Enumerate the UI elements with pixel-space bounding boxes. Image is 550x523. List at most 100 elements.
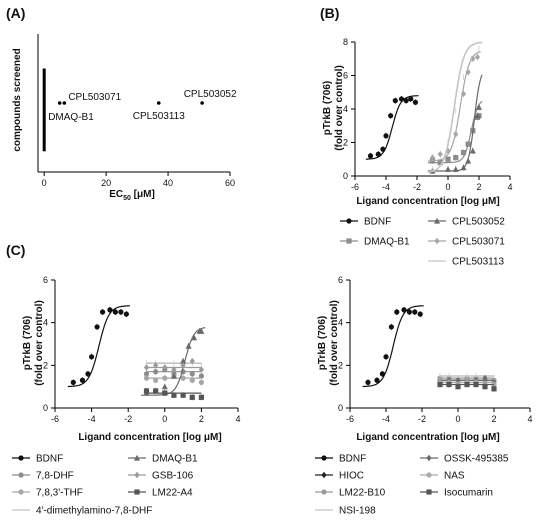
panel-b-cpl503071-point — [429, 154, 436, 161]
panel-b-bdnf-point — [380, 146, 386, 152]
panel-c-legend-dmaq-b1-label: DMAQ-B1 — [152, 454, 198, 465]
panel-d-isocumarin-point — [437, 381, 443, 388]
panel-c-7-8-dhf-point — [153, 369, 159, 375]
panel-c-bdnf-point — [99, 309, 106, 315]
panel-b-cpl503071-point — [460, 90, 467, 98]
panel-b-dmaq-b1-point — [445, 156, 451, 162]
panel-c-dmaq-b1-point — [185, 342, 192, 349]
panel-d-y-tick-label: 6 — [338, 275, 343, 285]
panel-b-cpl503071-point — [465, 68, 471, 76]
panel-a-point — [57, 101, 62, 105]
panel-c-legend-7-8-dhf-marker — [18, 472, 24, 478]
panel-b-legend-bdnf-marker — [346, 218, 352, 224]
panel-c-dmaq-b1-point — [170, 372, 177, 379]
panel-c-7-8-3-thf-point — [153, 377, 159, 383]
panel-a-xlabel: EC50 [μM] — [109, 189, 155, 202]
panel-c-lm22-a4-point — [143, 388, 150, 394]
panel-c-legend-7-8-dhf-label: 7,8-DHF — [36, 471, 74, 482]
panel-b-cpl503071-point — [437, 151, 443, 158]
panel-b-ylabel-line2: (fold over control) — [334, 65, 345, 151]
panel-c-7-8-3-thf-point — [180, 375, 186, 381]
panel-a-xlabel-main: EC — [109, 189, 123, 200]
panel-label-a: (A) — [6, 5, 25, 21]
panel-d-y-tick-label: 2 — [338, 360, 343, 370]
panel-b-x-tick-label: -6 — [351, 182, 359, 192]
panel-c-dmaq-b1-point — [161, 383, 168, 390]
panel-c-x-tick-label: -4 — [88, 414, 96, 424]
panel-c-7-8-dhf-point — [189, 371, 195, 377]
panel-c-7-8-dhf-point — [143, 371, 150, 377]
panel-c-gsb-106-point — [198, 366, 204, 373]
panel-d-isocumarin-point — [455, 384, 461, 390]
panel-d-bdnf-point — [388, 324, 394, 330]
panel-c-bdnf-point — [107, 307, 113, 313]
panel-b-xlabel: Ligand concentration [log μM] — [356, 196, 499, 207]
panel-a-x-tick-label: 0 — [42, 178, 47, 188]
panel-d-legend-hioc-marker — [321, 471, 327, 479]
panel-d-x-tick-label: -2 — [418, 414, 426, 424]
panel-a-point-label: CPL503071 — [68, 92, 121, 103]
panel-d-legend-bdnf-marker — [321, 455, 327, 461]
panel-c-gsb-106-point — [189, 357, 195, 365]
panel-c-bdnf-point — [123, 311, 129, 317]
panel-b-legend-dmaq-b1-marker — [346, 238, 352, 244]
panel-d-legend-nas-label: NAS — [444, 471, 465, 482]
panel-c-gsb-106-point — [180, 362, 186, 369]
panel-c-legend-lm22-a4-marker — [134, 489, 140, 495]
panel-b-cpl503052-point — [452, 166, 459, 172]
panel-d-x-tick-label: 2 — [491, 414, 496, 424]
panel-a-point — [200, 101, 204, 105]
panel-d-xlabel: Ligand concentration [log μM] — [356, 432, 499, 443]
panel-c-x-tick-label: -6 — [51, 414, 59, 424]
panel-b-bdnf-point — [408, 96, 414, 102]
panel-d-ylabel-line1: pTrkB (706) — [317, 316, 328, 370]
panel-b-legend-cpl503071-marker — [434, 237, 440, 245]
panel-b-legend-bdnf-label: BDNF — [364, 217, 391, 228]
panel-b-y-tick-label: 2 — [343, 138, 348, 148]
panel-d-x-tick-label: -4 — [382, 414, 390, 424]
panel-d-y-tick-label: 4 — [338, 318, 343, 328]
panel-b-cpl503071-point — [474, 53, 481, 61]
panel-c-y-tick-label: 0 — [43, 403, 48, 413]
panel-c-7-8-3-thf-point — [198, 379, 204, 385]
panel-c-bdnf-point — [79, 377, 86, 383]
panel-d-isocumarin-point — [482, 384, 488, 390]
panel-b-x-tick-label: -2 — [413, 182, 421, 192]
panel-a-point — [62, 101, 67, 105]
panel-c-x-tick-label: 2 — [199, 414, 204, 424]
panel-d-x-tick-label: -6 — [346, 414, 354, 424]
panel-d-bdnf-point — [412, 309, 418, 315]
panel-c-y-tick-label: 6 — [43, 275, 48, 285]
panel-c-bdnf-point — [89, 354, 95, 360]
panel-d-bdnf-point — [383, 354, 389, 360]
panel-d-bdnf-point — [394, 309, 400, 315]
panel-b-cpl503071-point — [453, 130, 459, 138]
panel-d-legend-ossk-495385-marker — [426, 454, 432, 462]
panel-b-bdnf-curve — [365, 95, 419, 160]
panel-d-bdnf-curve — [362, 305, 424, 388]
panel-c-7-8-3-thf-point — [162, 375, 168, 381]
panel-c-bdnf-point — [70, 379, 76, 385]
panel-d-x-tick-label: 0 — [455, 414, 460, 424]
panel-b-cpl503052-point — [469, 147, 476, 154]
panel-d-ylabel-line2: (fold over control) — [329, 300, 340, 386]
panel-b-bdnf-point — [383, 133, 389, 139]
panel-a-point-label: CPL503113 — [133, 111, 186, 122]
panel-d-isocumarin-point — [473, 381, 479, 388]
panel-c-bdnf-curve — [67, 305, 130, 388]
panel-c-lm22-a4-point — [171, 392, 177, 398]
panel-c-bdnf-point — [85, 371, 91, 377]
panel-c-legend-bdnf-marker — [18, 455, 24, 461]
panel-c-gsb-106-point — [162, 364, 168, 371]
panel-b-bdnf-point — [375, 151, 381, 157]
panel-c-gsb-106-point — [153, 362, 159, 369]
panel-b-legend-cpl503113-label: CPL503113 — [452, 257, 505, 268]
panel-c-lm22-a4-point — [153, 388, 159, 394]
panel-c-bdnf-point — [94, 324, 100, 330]
panel-a-point — [156, 101, 161, 105]
panel-label-c: (C) — [6, 242, 25, 258]
panel-b-x-tick-label: -4 — [382, 182, 390, 192]
panel-c-legend-7-8-3-thf-marker — [18, 489, 24, 495]
panel-d-isocumarin-point — [446, 381, 452, 388]
panel-c-legend-gsb-106-label: GSB-106 — [152, 471, 194, 482]
